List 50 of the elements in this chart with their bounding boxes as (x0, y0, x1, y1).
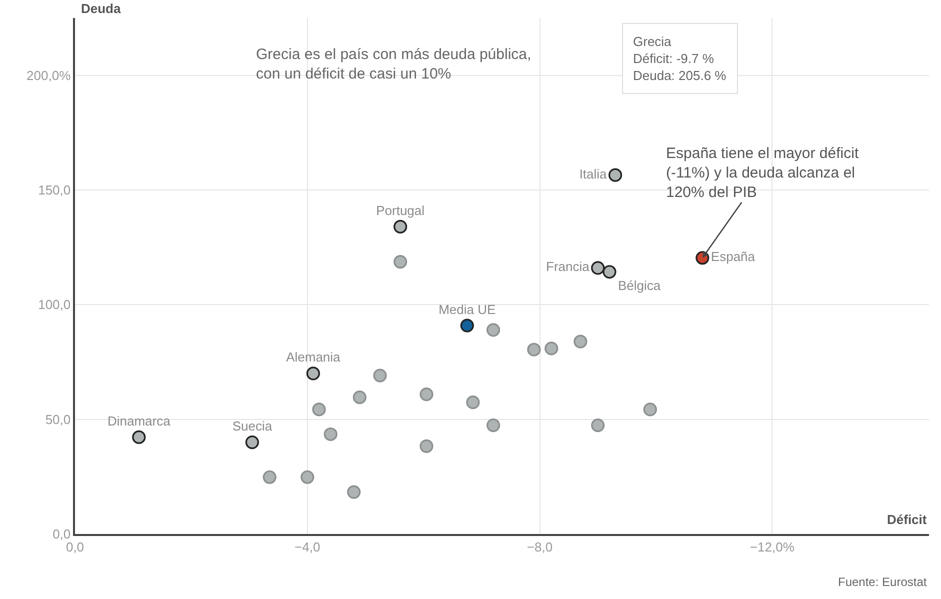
x-tick-label: −12,0% (750, 539, 795, 554)
point (602, 265, 616, 279)
point (262, 470, 276, 484)
y-tick-label: 150,0 (38, 182, 71, 198)
data-label: Suecia (232, 418, 273, 434)
point (591, 418, 605, 432)
point (245, 435, 259, 450)
point (608, 168, 622, 182)
x-axis-title: Déficit (887, 512, 928, 527)
y-tick-label: 100,0 (38, 297, 71, 312)
annotation: Grecia es el país con más deuda pública, con un déficit de casi un 10% (256, 46, 532, 82)
point (420, 439, 434, 453)
point (643, 402, 657, 416)
data-label: Alemania (286, 350, 342, 365)
point (486, 323, 500, 337)
point (306, 366, 320, 380)
data-label: Portugal (376, 202, 425, 218)
x-tick-label: −8,0 (526, 539, 553, 554)
point (420, 388, 434, 402)
data-label: Italia (579, 166, 608, 182)
point (394, 220, 408, 234)
point (324, 427, 338, 442)
point (352, 390, 366, 404)
point (486, 418, 500, 432)
annotation: Grecia Déficit: -9.7 % Deuda: 205.6 % (633, 34, 727, 83)
data-label: Bélgica (618, 278, 662, 294)
point (591, 261, 605, 275)
point (527, 342, 541, 356)
point (300, 470, 314, 484)
data-label: Media UE (438, 302, 496, 317)
y-tick-label: 200,0% (26, 68, 72, 83)
y-axis-title: Deuda (81, 1, 122, 16)
point (466, 396, 480, 410)
point (544, 342, 558, 356)
point (394, 254, 408, 269)
data-label: Francia (546, 259, 590, 274)
point (347, 485, 361, 499)
point (312, 402, 326, 416)
x-tick-label: −4,0 (294, 539, 320, 554)
y-tick-label: 50,0 (45, 412, 71, 427)
point (132, 430, 146, 444)
y-tick-label: 0,0 (52, 526, 71, 542)
annotation: España tiene el mayor déficit (-11%) y la deuda alcanza el 120% del PIB (666, 145, 860, 201)
point (373, 368, 387, 382)
x-tick-label: 0,0 (66, 539, 84, 554)
data-label: España (710, 249, 756, 264)
source-note: Fuente: Eurostat (838, 575, 928, 589)
point (574, 334, 588, 348)
point (460, 318, 474, 332)
data-label: Dinamarca (107, 413, 172, 428)
